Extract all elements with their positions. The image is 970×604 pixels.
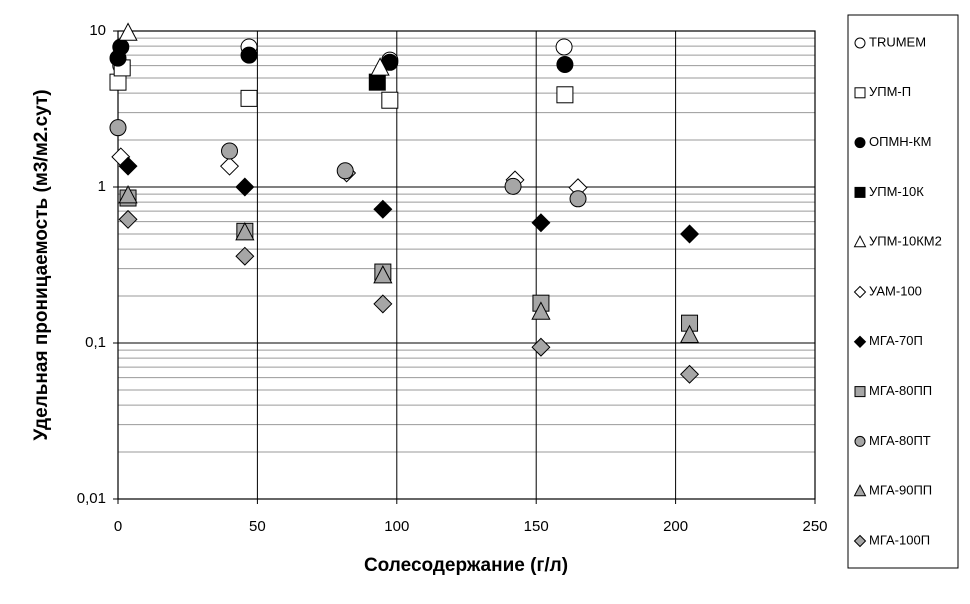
legend-label: МГА-70П xyxy=(869,333,923,348)
y-tick-label: 0,1 xyxy=(85,334,106,351)
legend-label: УПМ-П xyxy=(869,84,911,99)
point xyxy=(118,156,138,176)
point xyxy=(556,55,574,73)
legend-marker xyxy=(854,87,866,99)
point xyxy=(240,46,258,64)
legend-marker xyxy=(854,435,866,447)
legend-label: МГА-80ПТ xyxy=(869,433,931,448)
plot-frame xyxy=(117,30,816,500)
point xyxy=(680,364,700,384)
point xyxy=(235,246,255,266)
point xyxy=(381,91,399,109)
point xyxy=(679,324,700,344)
legend-marker xyxy=(854,137,866,149)
legend-marker xyxy=(853,484,867,497)
point xyxy=(221,142,239,160)
legend-box xyxy=(847,14,959,569)
point xyxy=(373,199,393,219)
legend-marker xyxy=(853,285,867,299)
x-tick-label: 50 xyxy=(249,518,266,535)
point xyxy=(112,38,130,56)
point xyxy=(109,73,127,91)
legend-marker xyxy=(853,235,867,248)
y-tick-label: 0,01 xyxy=(77,490,106,507)
point xyxy=(531,213,551,233)
legend-label: УАМ-100 xyxy=(869,283,922,298)
legend-label: МГА-100П xyxy=(869,532,930,547)
legend-label: МГА-90ПП xyxy=(869,483,932,498)
legend-label: УПМ-10К xyxy=(869,184,924,199)
x-tick-label: 150 xyxy=(524,518,549,535)
y-axis-title: Удельная проницаемость (м3/м2.сут) xyxy=(31,89,52,440)
legend-label: УПМ-10КМ2 xyxy=(869,234,942,249)
point xyxy=(504,177,522,195)
point xyxy=(368,73,386,91)
point xyxy=(531,301,551,320)
legend-label: TRUMEM xyxy=(869,34,926,49)
point xyxy=(240,89,258,107)
point xyxy=(235,221,255,241)
point xyxy=(235,177,255,197)
x-tick-label: 200 xyxy=(663,518,688,535)
point xyxy=(555,38,573,56)
point xyxy=(220,156,240,176)
point xyxy=(336,162,354,180)
y-tick-label: 10 xyxy=(89,22,106,39)
point xyxy=(118,209,138,229)
legend-marker xyxy=(854,37,866,49)
point xyxy=(109,119,127,137)
point xyxy=(569,190,587,208)
point xyxy=(118,184,138,204)
point xyxy=(556,86,574,104)
x-tick-label: 100 xyxy=(384,518,409,535)
point xyxy=(370,57,390,76)
legend-marker xyxy=(853,534,867,548)
legend-label: ОПМН-КМ xyxy=(869,134,931,149)
y-tick-label: 1 xyxy=(98,178,106,195)
x-axis-title: Солесодержание (г/л) xyxy=(364,555,568,576)
legend-marker xyxy=(853,335,867,349)
legend-marker xyxy=(854,386,866,398)
point xyxy=(118,22,138,41)
x-tick-label: 0 xyxy=(114,518,122,535)
point xyxy=(373,265,393,284)
x-tick-label: 250 xyxy=(802,518,827,535)
legend-label: МГА-80ПП xyxy=(869,383,932,398)
point xyxy=(373,294,393,314)
legend-marker xyxy=(854,186,866,198)
point xyxy=(531,337,551,357)
point xyxy=(680,224,700,244)
